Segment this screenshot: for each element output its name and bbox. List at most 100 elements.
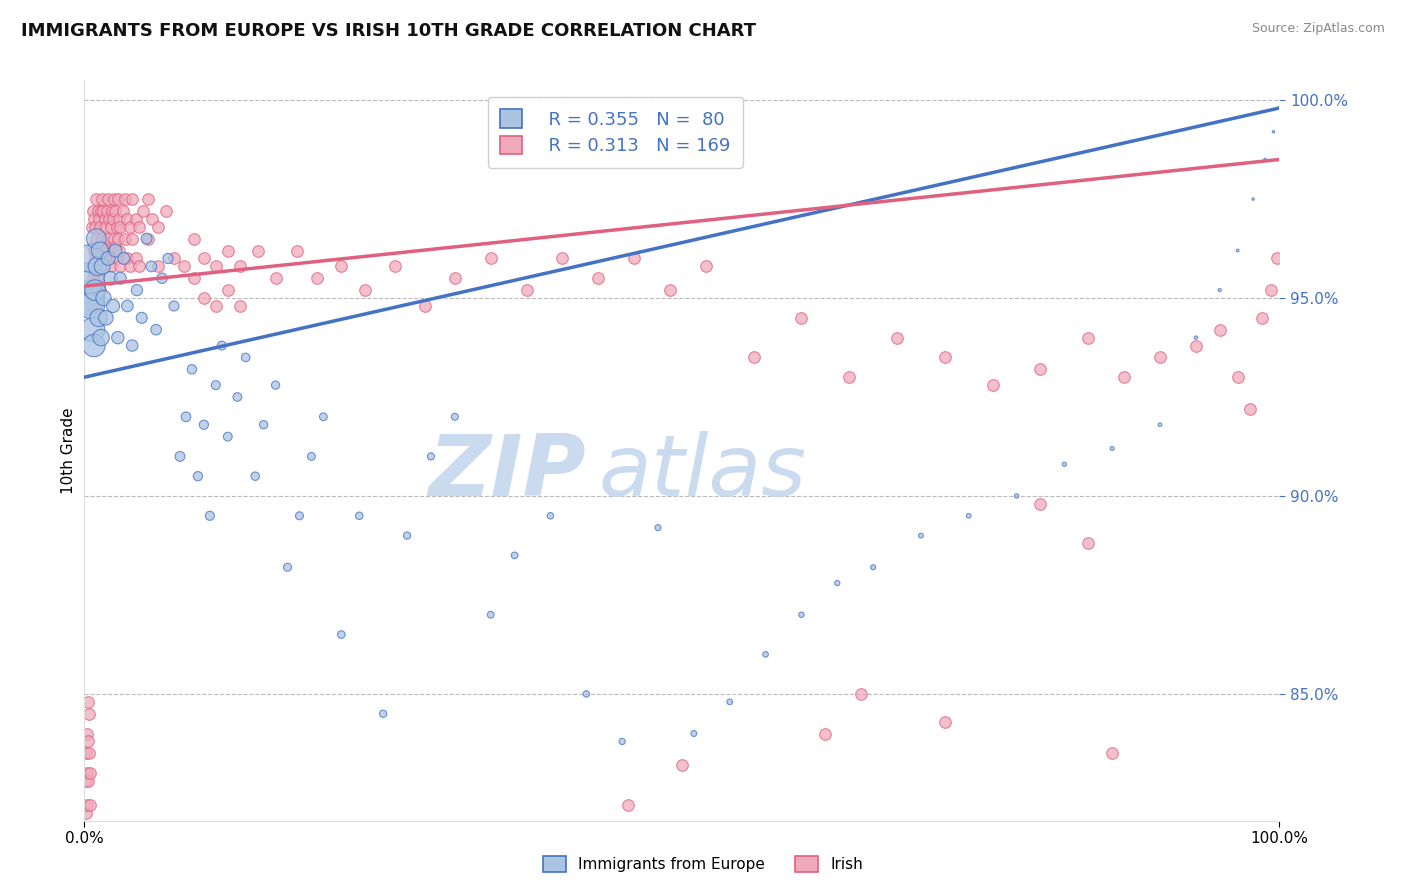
Point [136, 232, 159, 246]
Point [193, 252, 215, 266]
Point [540, 508, 562, 523]
Point [551, 252, 574, 266]
Point [1260, 283, 1282, 297]
Point [77, 734, 100, 748]
Point [118, 260, 141, 274]
Point [84, 283, 107, 297]
Point [1268, 101, 1291, 115]
Point [136, 192, 159, 206]
Point [193, 291, 215, 305]
Point [1005, 489, 1028, 503]
Point [79, 252, 101, 266]
Point [125, 283, 148, 297]
Point [163, 252, 186, 266]
Point [97, 232, 120, 246]
Point [96, 203, 118, 218]
Point [86, 203, 108, 218]
Point [98, 252, 121, 266]
Point [148, 260, 170, 274]
Point [157, 252, 180, 266]
Point [205, 260, 228, 274]
Point [479, 607, 502, 622]
Point [790, 310, 813, 325]
Point [84, 219, 107, 234]
Point [93, 211, 115, 226]
Point [1101, 747, 1123, 761]
Point [86, 192, 108, 206]
Point [87, 310, 110, 325]
Point [128, 219, 150, 234]
Point [114, 232, 136, 246]
Point [79, 766, 101, 780]
Point [141, 211, 163, 226]
Point [75, 805, 97, 820]
Point [617, 797, 640, 812]
Point [198, 508, 221, 523]
Point [91, 192, 114, 206]
Point [103, 232, 125, 246]
Point [76, 766, 98, 780]
Point [80, 299, 103, 313]
Point [1209, 283, 1232, 297]
Point [104, 239, 127, 253]
Point [86, 260, 108, 274]
Point [1250, 310, 1272, 325]
Point [94, 310, 117, 325]
Point [101, 239, 124, 253]
Y-axis label: 10th Grade: 10th Grade [60, 407, 76, 494]
Point [169, 450, 191, 464]
Point [373, 706, 395, 721]
Point [76, 797, 98, 812]
Point [981, 378, 1004, 392]
Point [117, 211, 139, 226]
Point [79, 797, 101, 812]
Point [82, 239, 104, 253]
Point [114, 192, 136, 206]
Point [1053, 458, 1076, 472]
Point [80, 219, 103, 234]
Point [86, 271, 108, 285]
Point [155, 203, 177, 218]
Point [838, 370, 860, 384]
Point [80, 260, 103, 274]
Point [89, 244, 111, 258]
Point [107, 331, 129, 345]
Point [94, 252, 117, 266]
Point [77, 706, 100, 721]
Point [217, 429, 239, 443]
Point [187, 469, 209, 483]
Text: ZIP: ZIP [429, 431, 586, 514]
Point [285, 244, 308, 258]
Point [396, 528, 419, 542]
Point [135, 232, 157, 246]
Point [851, 687, 873, 701]
Point [312, 409, 335, 424]
Point [420, 450, 443, 464]
Point [125, 211, 148, 226]
Point [1241, 192, 1264, 206]
Point [101, 211, 124, 226]
Point [193, 417, 215, 432]
Point [479, 252, 502, 266]
Point [141, 260, 163, 274]
Point [575, 687, 598, 701]
Point [229, 299, 252, 313]
Point [1114, 370, 1136, 384]
Point [814, 726, 837, 740]
Point [910, 528, 932, 542]
Point [1263, 125, 1285, 139]
Point [84, 252, 107, 266]
Point [104, 203, 127, 218]
Point [1254, 153, 1277, 167]
Point [349, 508, 371, 523]
Point [110, 260, 132, 274]
Point [93, 239, 115, 253]
Point [90, 203, 112, 218]
Point [132, 203, 155, 218]
Point [217, 244, 239, 258]
Point [86, 239, 108, 253]
Point [131, 310, 153, 325]
Point [173, 260, 195, 274]
Point [100, 219, 122, 234]
Point [683, 726, 706, 740]
